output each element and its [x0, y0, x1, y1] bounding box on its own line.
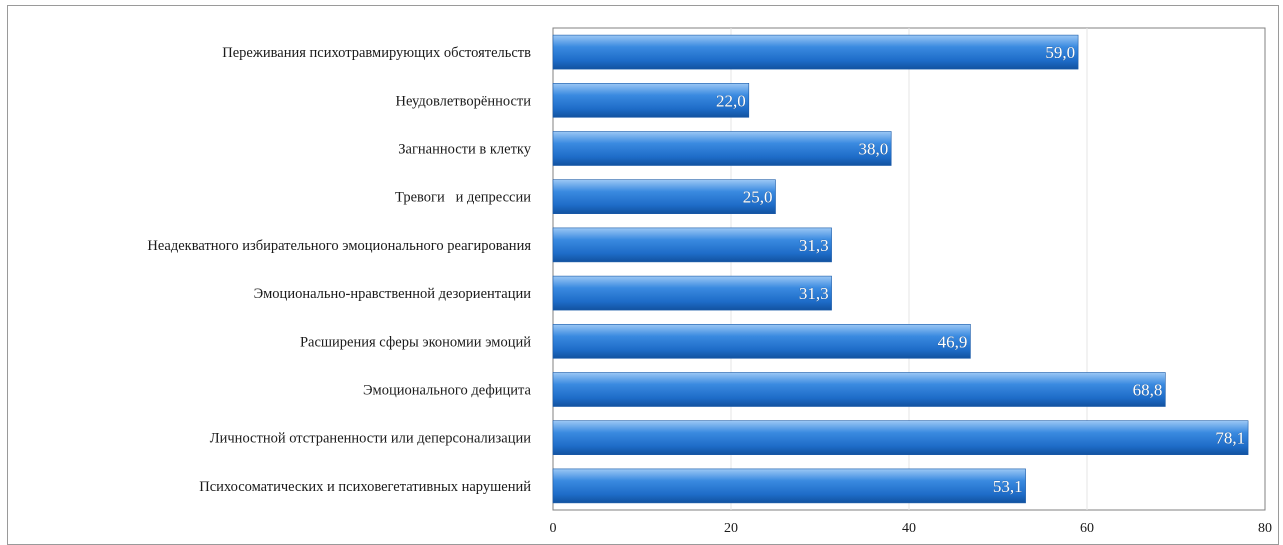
category-label-2: Загнанности в клетку [398, 142, 531, 158]
category-label-6: Расширения сферы экономии эмоций [300, 334, 531, 350]
bar-8 [552, 420, 1249, 456]
x-tick-label-60: 60 [1080, 521, 1094, 536]
category-label-1: Неудовлетворённости [395, 93, 531, 109]
value-label-3: 25,0 [743, 188, 773, 207]
category-label-0: Переживания психотравмирующих обстоятель… [222, 45, 531, 61]
value-label-9: 53,1 [993, 477, 1023, 496]
category-label-4: Неадекватного избирательного эмоциональн… [147, 238, 531, 254]
bar-6 [552, 323, 971, 359]
category-label-8: Личностной отстраненности или деперсонал… [210, 431, 531, 447]
category-label-7: Эмоционального дефицита [363, 383, 532, 399]
bar-9 [552, 468, 1026, 504]
bar-3 [552, 179, 776, 214]
bars [552, 34, 1249, 504]
value-label-2: 38,0 [858, 140, 888, 159]
category-labels: Переживания психотравмирующих обстоятель… [147, 45, 531, 495]
category-label-5: Эмоционально-нравственной дезориентации [254, 286, 532, 302]
value-label-8: 78,1 [1215, 429, 1245, 448]
value-labels: 59,0 22,0 38,0 25,0 31,3 31,3 46,9 68,8 78,1 53,1 [716, 43, 1246, 496]
x-tick-label-40: 40 [902, 521, 916, 536]
bar-2 [552, 131, 892, 166]
value-label-7: 68,8 [1133, 381, 1163, 400]
value-label-0: 59,0 [1045, 43, 1075, 62]
bar-5 [552, 275, 832, 311]
value-label-4: 31,3 [799, 236, 829, 255]
bar-0 [552, 34, 1079, 70]
x-tick-label-80: 80 [1258, 521, 1272, 536]
x-tick-label-20: 20 [724, 521, 738, 536]
value-label-1: 22,0 [716, 91, 746, 110]
category-label-9: Психосоматических и психовегетативных на… [199, 479, 531, 495]
bar-7 [552, 372, 1166, 407]
value-label-5: 31,3 [799, 284, 829, 303]
value-label-6: 46,9 [938, 332, 968, 351]
bar-4 [552, 227, 832, 263]
x-axis-ticks: 0 20 40 60 80 [550, 521, 1273, 536]
category-label-3: Тревоги и депрессии [395, 190, 531, 206]
bar-1 [552, 83, 750, 118]
x-tick-label-0: 0 [550, 521, 557, 536]
